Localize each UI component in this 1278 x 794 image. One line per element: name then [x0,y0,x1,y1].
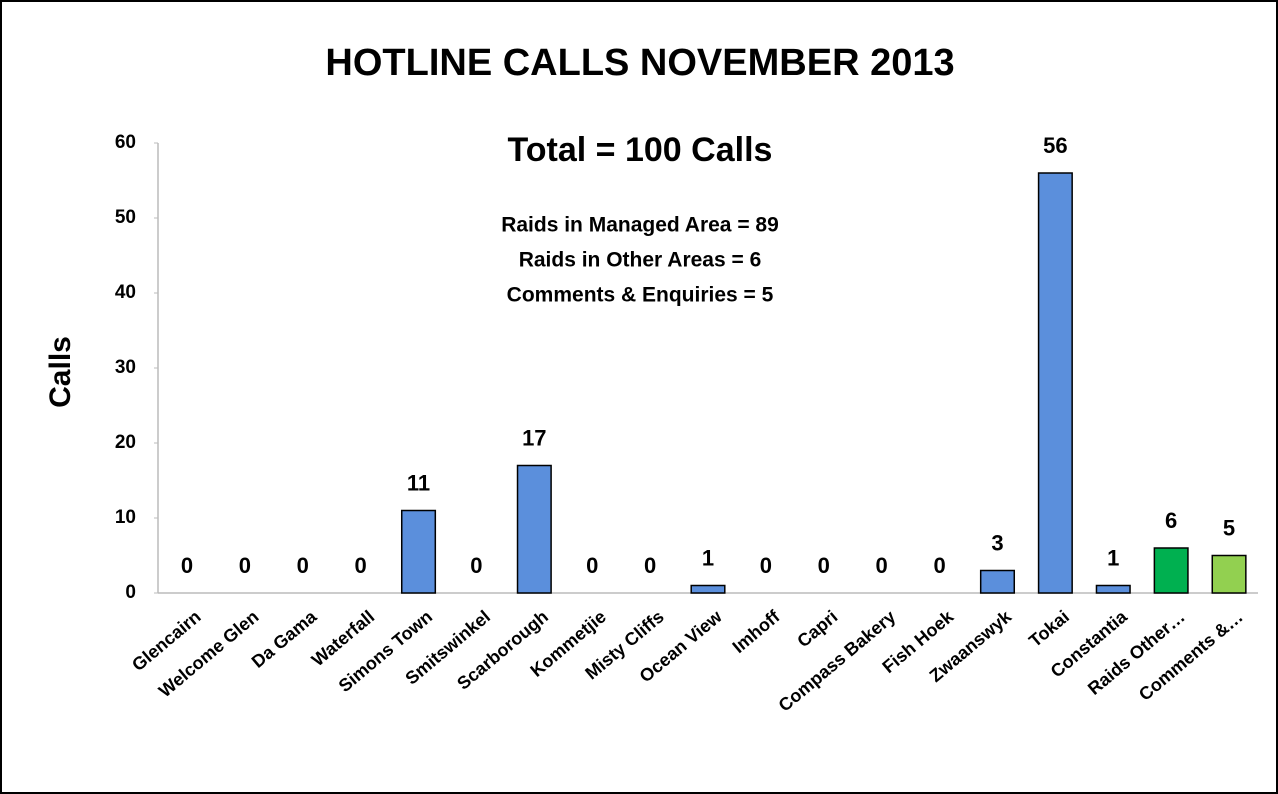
y-axis-label: Calls [44,336,77,408]
data-label: 0 [297,553,309,578]
chart-title: HOTLINE CALLS NOVEMBER 2013 [325,42,954,84]
bar [1153,547,1189,594]
data-label: 56 [1043,133,1067,158]
y-tick-label: 10 [115,507,136,528]
data-label: 0 [181,553,193,578]
data-label: 0 [933,553,945,578]
annotation: Raids in Managed Area = 89 [501,214,779,237]
data-label: 0 [586,553,598,578]
bar [690,584,726,594]
y-tick-label: 30 [115,357,136,378]
bar [516,464,552,594]
data-label: 1 [702,545,714,570]
bar [1037,172,1073,594]
bar [1211,554,1247,594]
data-label: 5 [1223,515,1235,540]
y-tick-label: 20 [115,432,136,453]
data-label: 1 [1107,545,1119,570]
y-tick-label: 0 [125,582,136,603]
bar [1095,584,1131,594]
data-label: 0 [760,553,772,578]
annotation: Raids in Other Areas = 6 [519,249,762,272]
bar [400,509,437,594]
annotation: Comments & Enquiries = 5 [507,284,774,307]
data-label: 17 [522,425,546,450]
data-label: 0 [470,553,482,578]
annotation: Total = 100 Calls [508,131,773,169]
data-label: 11 [407,470,430,495]
data-label: 0 [818,553,830,578]
data-label: 0 [644,553,656,578]
data-label: 0 [876,553,888,578]
y-tick-label: 50 [115,207,136,228]
data-label: 3 [991,530,1003,555]
y-tick-label: 40 [115,282,136,303]
y-tick-label: 60 [115,132,136,153]
data-label: 0 [239,553,251,578]
bar [979,569,1016,594]
data-label: 6 [1165,508,1177,533]
data-label: 0 [355,553,367,578]
